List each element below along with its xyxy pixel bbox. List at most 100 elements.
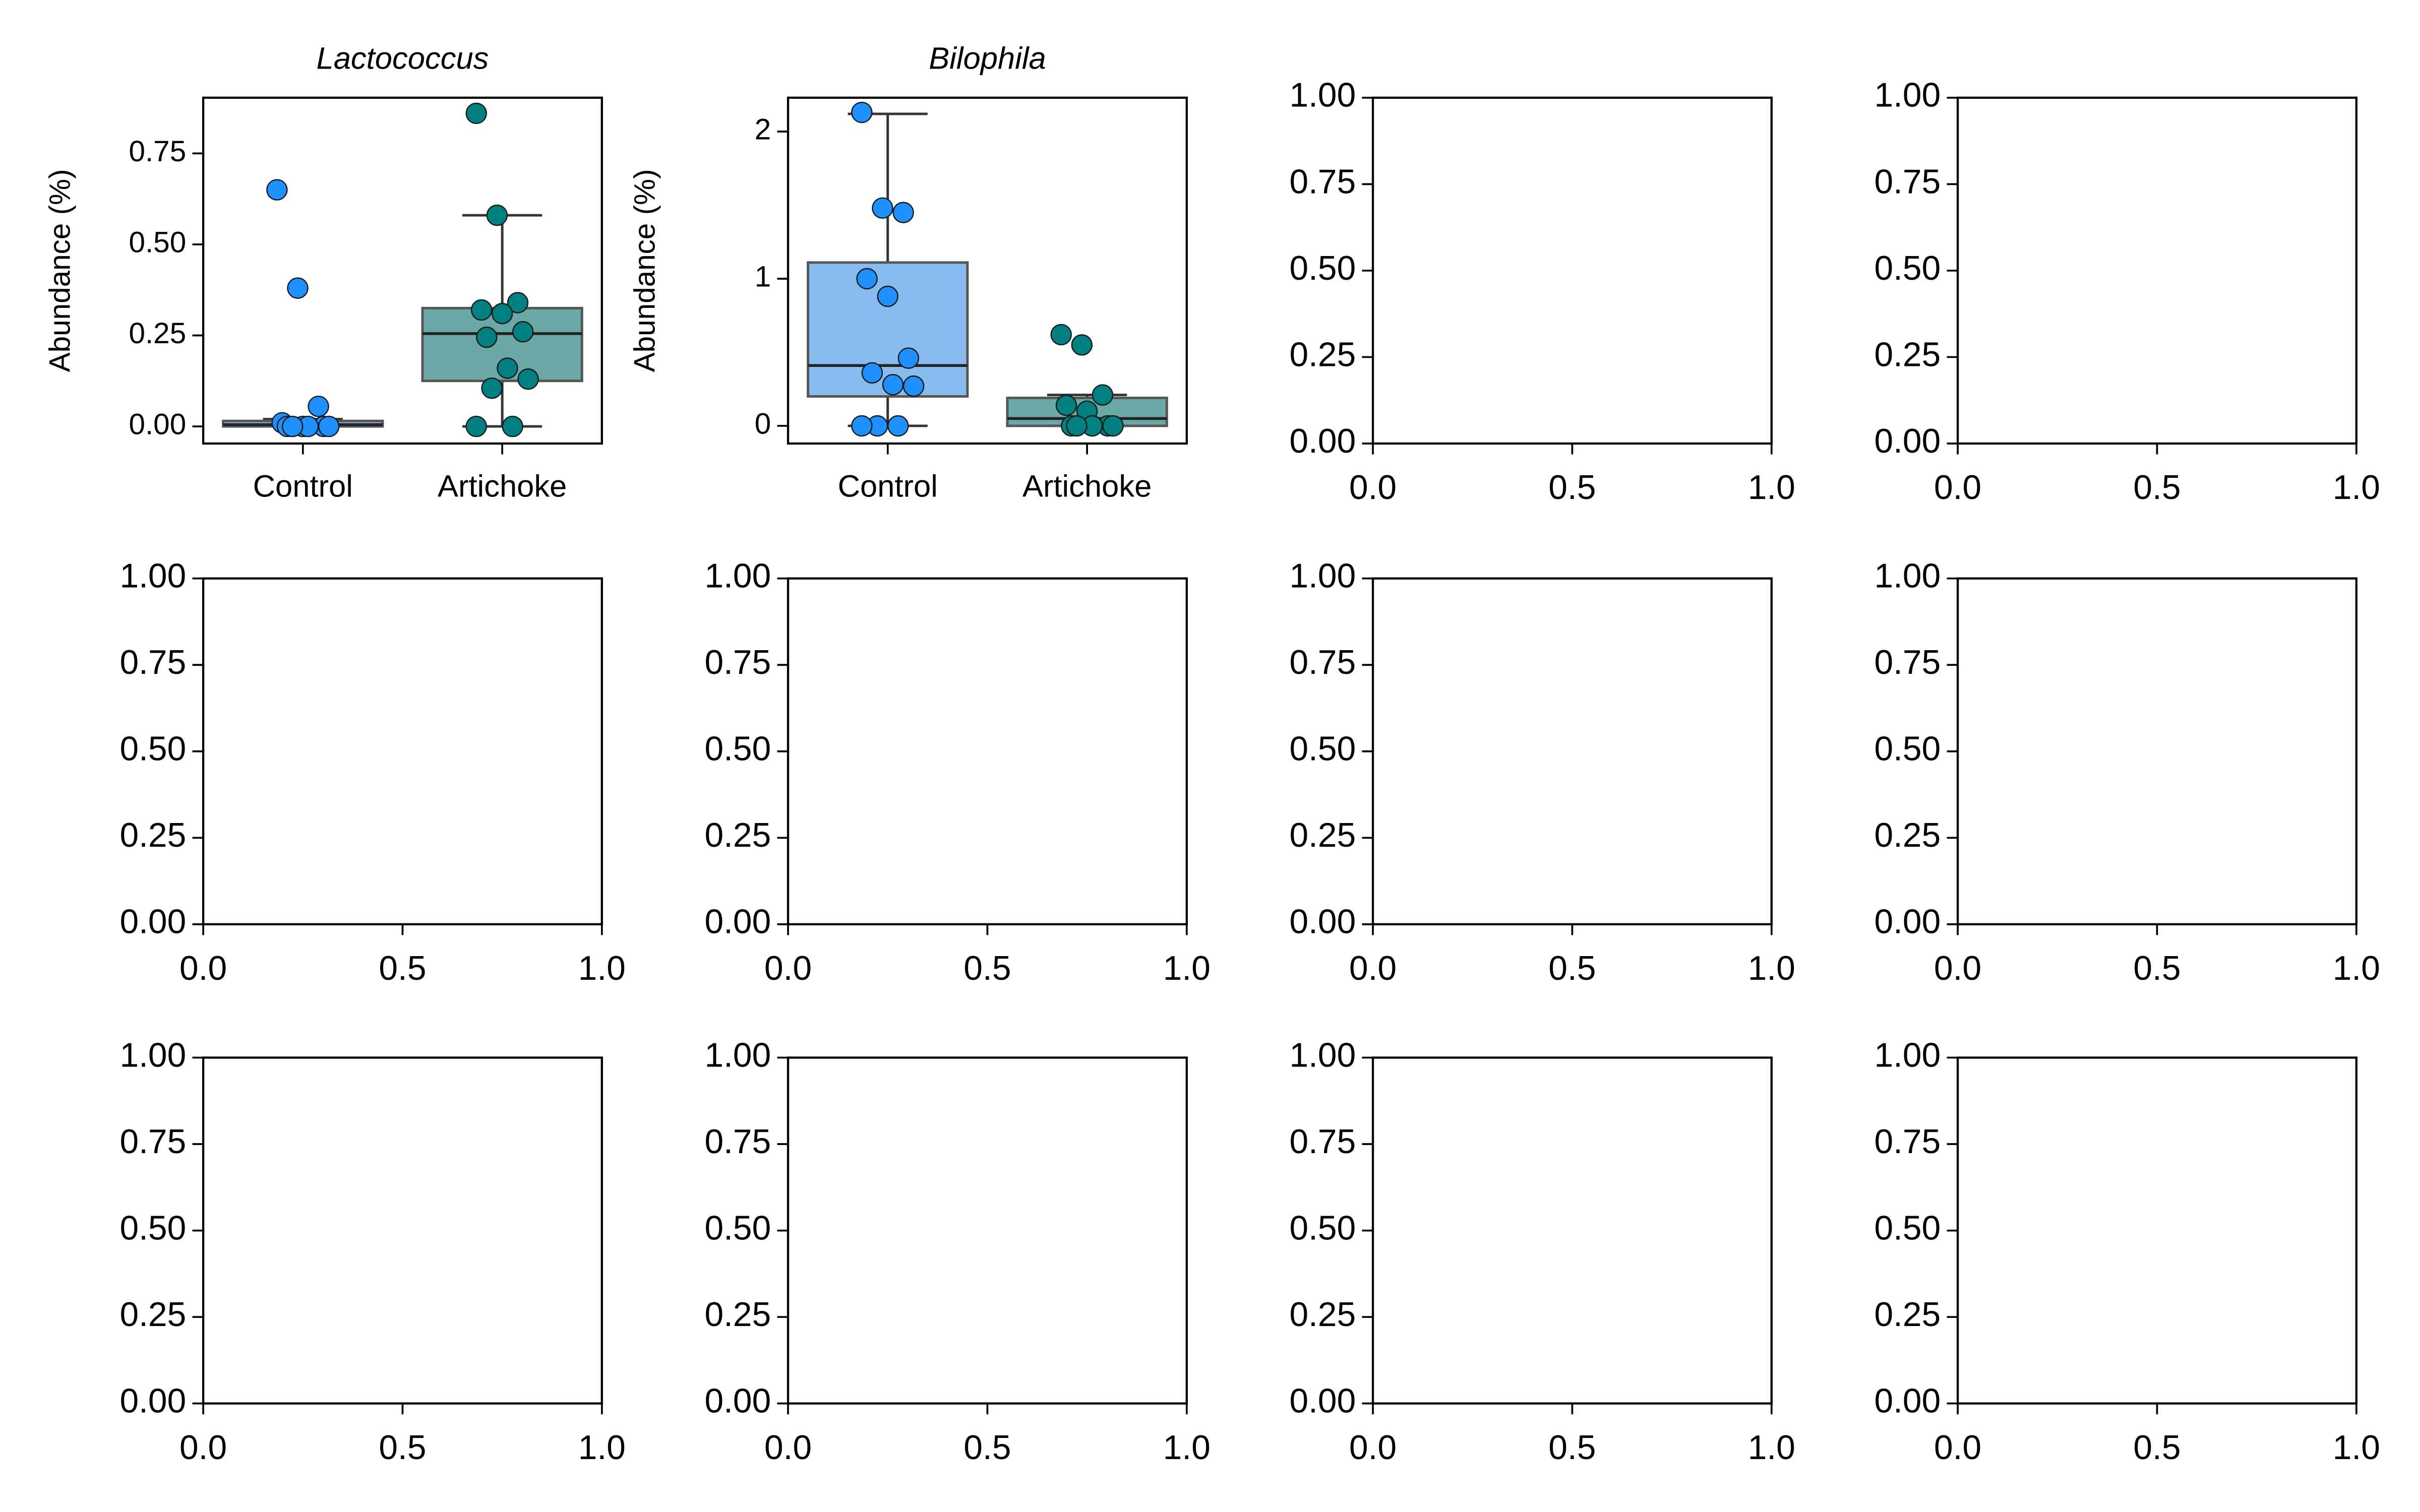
y-tick-label: 0.75 — [704, 1123, 771, 1161]
y-tick-label: 0.00 — [1874, 903, 1941, 941]
point — [851, 415, 873, 437]
y-tick-label: 0.75 — [119, 1123, 186, 1161]
y-tick-label: 0.00 — [1289, 422, 1356, 460]
x-tick-label: Control — [253, 469, 353, 503]
y-tick-label: 0.25 — [1874, 816, 1941, 854]
axes-frame — [786, 96, 1188, 445]
y-tick-label: 1.00 — [1874, 557, 1941, 595]
y-tick-label: 0.75 — [1874, 1123, 1941, 1161]
point — [882, 373, 904, 396]
point — [887, 415, 909, 437]
y-tick-label: 0.50 — [1289, 249, 1356, 287]
box — [807, 261, 969, 398]
point — [266, 179, 288, 201]
y-tick-label: 0.50 — [1874, 730, 1941, 768]
x-tick-label: 0.5 — [1548, 950, 1596, 987]
point — [517, 368, 539, 390]
y-tick-label: 1.00 — [704, 1036, 771, 1074]
point — [1102, 415, 1124, 437]
x-tick-label: 0.0 — [1349, 1429, 1397, 1467]
x-tick-label: 0.5 — [1548, 1429, 1596, 1467]
axes-frame — [202, 1056, 603, 1405]
point — [851, 101, 873, 123]
y-tick-label: 0.75 — [704, 644, 771, 681]
y-tick-label: 0.50 — [119, 1209, 186, 1247]
y-tick-label: 0.25 — [1874, 1296, 1941, 1334]
point — [287, 277, 309, 299]
x-tick-label: 0.0 — [1934, 469, 1981, 507]
point — [486, 204, 508, 226]
y-tick-label: 0 — [755, 407, 771, 440]
y-tick-label: 0.50 — [1874, 249, 1941, 287]
y-tick-label: 0.50 — [1874, 1209, 1941, 1247]
y-tick-label: 0.50 — [119, 730, 186, 768]
x-tick-label: 0.5 — [2133, 950, 2181, 987]
subplot-title: Bilophila — [929, 41, 1046, 76]
x-tick-label: 0.0 — [1349, 469, 1397, 507]
point — [507, 292, 529, 313]
y-tick-label: 0.00 — [1874, 422, 1941, 460]
point — [491, 302, 513, 325]
x-tick-label: 1.0 — [1163, 950, 1211, 987]
x-tick-label: 0.5 — [2133, 469, 2181, 507]
x-tick-label: 0.5 — [1548, 469, 1596, 507]
x-tick-label: 1.0 — [1748, 950, 1795, 987]
y-tick-label: 2 — [755, 113, 771, 146]
x-tick-label: 1.0 — [1748, 1429, 1795, 1467]
x-tick-label: 0.0 — [179, 950, 227, 987]
y-tick-label: 1.00 — [119, 557, 186, 595]
y-tick-label: 0.00 — [119, 1382, 186, 1420]
y-tick-label: 0.25 — [1289, 1296, 1356, 1334]
y-tick-label: 0.25 — [129, 317, 186, 350]
point — [512, 321, 534, 343]
y-tick-label: 0.50 — [704, 730, 771, 768]
point — [502, 415, 523, 437]
y-tick-label: 1.00 — [1874, 77, 1941, 114]
x-tick-label: 0.0 — [1934, 950, 1981, 987]
x-tick-label: Control — [838, 469, 938, 503]
y-tick-label: 1.00 — [1289, 77, 1356, 114]
y-tick-label: 1.00 — [119, 1036, 186, 1074]
x-tick-label: 0.0 — [1934, 1429, 1981, 1467]
y-axis-label: Abundance (%) — [629, 169, 661, 372]
axes-frame — [202, 96, 603, 445]
x-tick-label: 1.0 — [578, 950, 626, 987]
y-tick-label: 0.25 — [1874, 336, 1941, 373]
y-tick-label: 0.50 — [704, 1209, 771, 1247]
y-tick-label: 1.00 — [1289, 557, 1356, 595]
subplot-title: Lactococcus — [316, 41, 489, 76]
x-tick-label: 0.5 — [963, 1429, 1011, 1467]
point — [481, 377, 503, 399]
y-tick-label: 1.00 — [1874, 1036, 1941, 1074]
point — [872, 197, 893, 219]
axes-frame — [1371, 1056, 1773, 1405]
point — [476, 326, 498, 348]
point — [861, 362, 883, 384]
point — [470, 299, 493, 321]
y-tick-label: 0.00 — [704, 1382, 771, 1420]
y-tick-label: 0.25 — [119, 1296, 186, 1334]
y-tick-label: 0.00 — [119, 903, 186, 941]
y-tick-label: 0.25 — [119, 816, 186, 854]
y-tick-label: 1.00 — [704, 557, 771, 595]
x-tick-label: 1.0 — [578, 1429, 626, 1467]
y-tick-label: 0.00 — [1289, 903, 1356, 941]
x-tick-label: 0.5 — [379, 1429, 426, 1467]
point — [1071, 334, 1093, 356]
point — [892, 202, 914, 223]
y-tick-label: 0.75 — [1289, 1123, 1356, 1161]
point — [1092, 384, 1114, 406]
y-tick-label: 0.75 — [1874, 163, 1941, 201]
x-tick-label: 0.0 — [179, 1429, 227, 1467]
y-tick-label: 0.75 — [1874, 644, 1941, 681]
x-tick-label: Artichoke — [438, 469, 567, 503]
point — [497, 357, 518, 379]
x-tick-label: 1.0 — [1748, 469, 1795, 507]
y-tick-label: 0.00 — [704, 903, 771, 941]
x-tick-label: 0.0 — [1349, 950, 1397, 987]
point — [465, 415, 487, 437]
axes-frame — [786, 1056, 1188, 1405]
x-tick-label: 0.5 — [2133, 1429, 2181, 1467]
point — [308, 396, 329, 417]
